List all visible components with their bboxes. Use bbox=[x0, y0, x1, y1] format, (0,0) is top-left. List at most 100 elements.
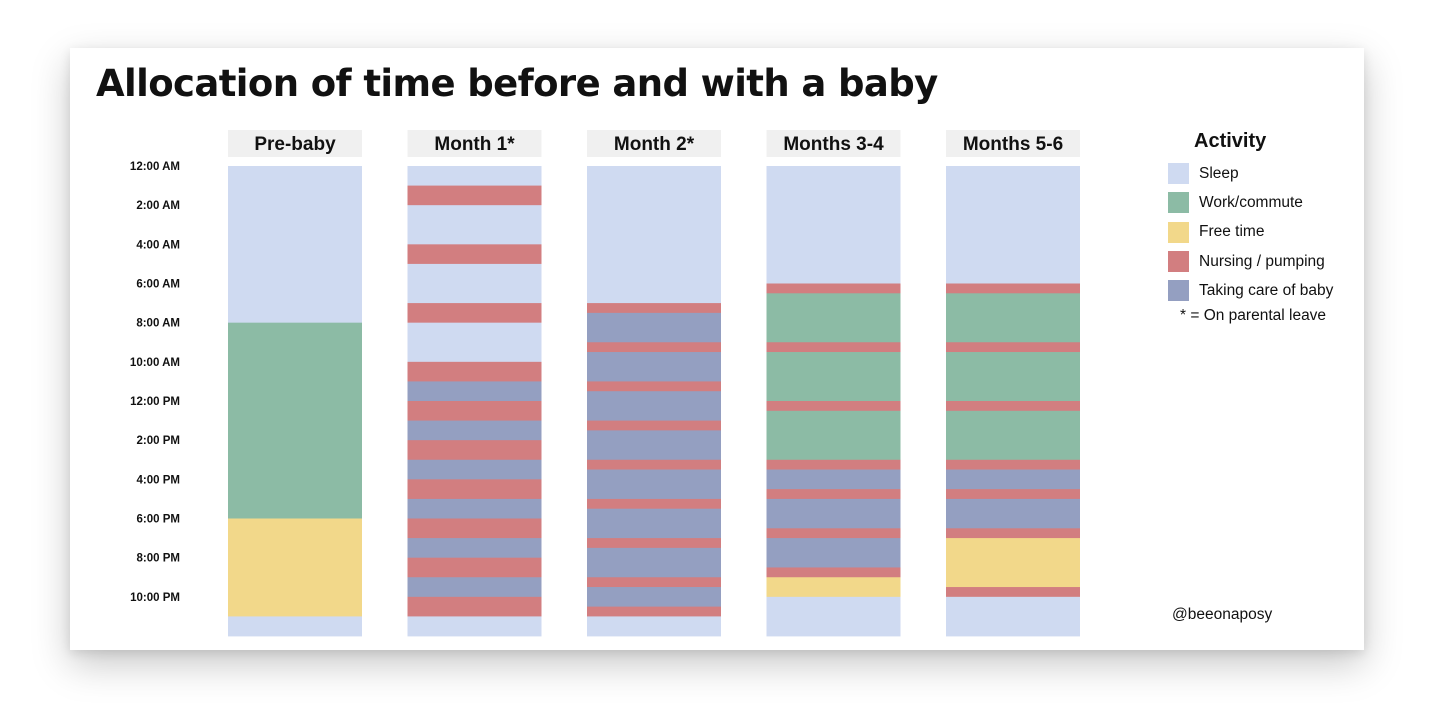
y-tick-label: 12:00 AM bbox=[130, 161, 180, 173]
column-header-bg bbox=[587, 130, 721, 157]
segment-taking-care-of-baby bbox=[407, 498, 542, 519]
segment-sleep bbox=[407, 263, 542, 304]
segment-taking-care-of-baby bbox=[587, 312, 721, 343]
segment-nursing-pumping bbox=[407, 303, 542, 324]
y-axis-ticks: 12:00 AM 2:00 AM 4:00 AM 6:00 AM 8:00 AM 10:0… bbox=[130, 161, 180, 604]
column-header: Month 1* bbox=[434, 134, 515, 155]
y-tick-label: 10:00 PM bbox=[130, 592, 180, 604]
segment-nursing-pumping bbox=[407, 185, 542, 206]
chart-svg: 12:00 AM 2:00 AM 4:00 AM 6:00 AM 8:00 AM 10:0… bbox=[130, 130, 1080, 637]
column-header: Month 2* bbox=[614, 134, 695, 155]
column-months-3-4: Months 3-4 bbox=[766, 130, 901, 637]
segment-sleep bbox=[946, 166, 1080, 284]
segment-sleep bbox=[766, 166, 901, 284]
legend-title: Activity bbox=[1194, 130, 1267, 152]
chart-title: Allocation of time before and with a bab… bbox=[96, 62, 938, 105]
segment-nursing-pumping bbox=[407, 479, 542, 500]
segment-free-time bbox=[228, 518, 362, 617]
segment-nursing-pumping bbox=[587, 459, 721, 470]
legend-item-taking-care-of-baby: Taking care of baby bbox=[1168, 276, 1358, 305]
segment-work-commute bbox=[766, 352, 901, 402]
segment-nursing-pumping bbox=[407, 244, 542, 265]
segment-nursing-pumping bbox=[587, 420, 721, 431]
y-tick-label: 2:00 PM bbox=[137, 435, 180, 447]
segment-work-commute bbox=[946, 410, 1080, 461]
column-pre-baby: Pre-baby bbox=[228, 130, 362, 637]
column-header-bg bbox=[228, 130, 362, 157]
segment-nursing-pumping bbox=[587, 342, 721, 353]
legend-label-sleep: Sleep bbox=[1199, 164, 1239, 182]
segment-nursing-pumping bbox=[587, 606, 721, 617]
y-tick-label: 10:00 AM bbox=[130, 357, 180, 369]
legend: Activity Sleep Work/commute Free time Nu… bbox=[1168, 130, 1358, 325]
plot-area: 12:00 AM 2:00 AM 4:00 AM 6:00 AM 8:00 AM 10:0… bbox=[70, 48, 1364, 650]
segment-sleep bbox=[587, 616, 721, 637]
segment-free-time bbox=[946, 538, 1080, 588]
segment-taking-care-of-baby bbox=[946, 469, 1080, 490]
legend-swatch-free-time bbox=[1168, 221, 1189, 243]
y-tick-label: 8:00 AM bbox=[136, 318, 180, 330]
chart-card: Allocation of time before and with a bab… bbox=[70, 48, 1364, 650]
segment-nursing-pumping bbox=[407, 361, 542, 382]
segment-sleep bbox=[587, 166, 721, 304]
segment-nursing-pumping bbox=[587, 498, 721, 510]
segment-free-time bbox=[766, 577, 901, 598]
segment-sleep bbox=[946, 596, 1080, 637]
segment-sleep bbox=[407, 205, 542, 245]
segment-nursing-pumping bbox=[766, 401, 901, 412]
segment-nursing-pumping bbox=[766, 342, 901, 353]
segment-nursing-pumping bbox=[946, 459, 1080, 470]
legend-item-work-commute: Work/commute bbox=[1168, 188, 1358, 217]
segment-nursing-pumping bbox=[587, 303, 721, 314]
segment-sleep bbox=[407, 166, 542, 186]
legend-label-taking-care-of-baby: Taking care of baby bbox=[1199, 281, 1334, 299]
column-header: Pre-baby bbox=[254, 134, 336, 155]
column-months-5-6: Months 5-6 bbox=[946, 130, 1080, 637]
segment-nursing-pumping bbox=[946, 283, 1080, 294]
segment-sleep bbox=[228, 616, 362, 637]
author-credit: @beeonaposy bbox=[1172, 606, 1273, 623]
segment-taking-care-of-baby bbox=[407, 459, 542, 480]
segment-nursing-pumping bbox=[766, 567, 901, 578]
column-header: Months 5-6 bbox=[963, 134, 1063, 155]
legend-swatch-work-commute bbox=[1168, 192, 1189, 214]
column-header-bg bbox=[407, 130, 542, 157]
segment-work-commute bbox=[766, 410, 901, 461]
segment-taking-care-of-baby bbox=[766, 498, 901, 529]
segment-nursing-pumping bbox=[587, 381, 721, 392]
segment-taking-care-of-baby bbox=[766, 469, 901, 490]
legend-label-free-time: Free time bbox=[1199, 223, 1265, 241]
segment-sleep bbox=[407, 322, 542, 363]
segment-nursing-pumping bbox=[946, 342, 1080, 353]
legend-item-sleep: Sleep bbox=[1168, 159, 1358, 188]
legend-swatch-nursing-pumping bbox=[1168, 251, 1189, 273]
segment-nursing-pumping bbox=[587, 577, 721, 588]
column-month-1: Month 1* bbox=[407, 130, 542, 637]
segment-taking-care-of-baby bbox=[946, 498, 1080, 529]
segment-taking-care-of-baby bbox=[587, 430, 721, 461]
segment-nursing-pumping bbox=[407, 596, 542, 617]
legend-note: * = On parental leave bbox=[1180, 307, 1327, 325]
column-header: Months 3-4 bbox=[783, 134, 884, 155]
segment-taking-care-of-baby bbox=[587, 352, 721, 382]
column-header-bg bbox=[766, 130, 901, 157]
legend-item-nursing-pumping: Nursing / pumping bbox=[1168, 247, 1358, 276]
segment-nursing-pumping bbox=[946, 489, 1080, 500]
legend-item-free-time: Free time bbox=[1168, 218, 1358, 247]
legend-label-nursing-pumping: Nursing / pumping bbox=[1199, 252, 1325, 270]
segment-nursing-pumping bbox=[946, 401, 1080, 412]
segment-taking-care-of-baby bbox=[407, 381, 542, 402]
legend-swatch-sleep bbox=[1168, 163, 1189, 185]
segment-nursing-pumping bbox=[407, 557, 542, 578]
segment-nursing-pumping bbox=[407, 518, 542, 539]
segment-nursing-pumping bbox=[407, 401, 542, 421]
legend-label-work-commute: Work/commute bbox=[1199, 193, 1303, 211]
segment-work-commute bbox=[766, 293, 901, 343]
y-tick-label: 2:00 AM bbox=[136, 200, 180, 212]
segment-taking-care-of-baby bbox=[766, 538, 901, 568]
legend-swatch-taking-care-of-baby bbox=[1168, 280, 1189, 302]
segment-taking-care-of-baby bbox=[407, 577, 542, 598]
segment-work-commute bbox=[946, 293, 1080, 343]
y-tick-label: 8:00 PM bbox=[137, 553, 180, 565]
segment-taking-care-of-baby bbox=[587, 508, 721, 539]
